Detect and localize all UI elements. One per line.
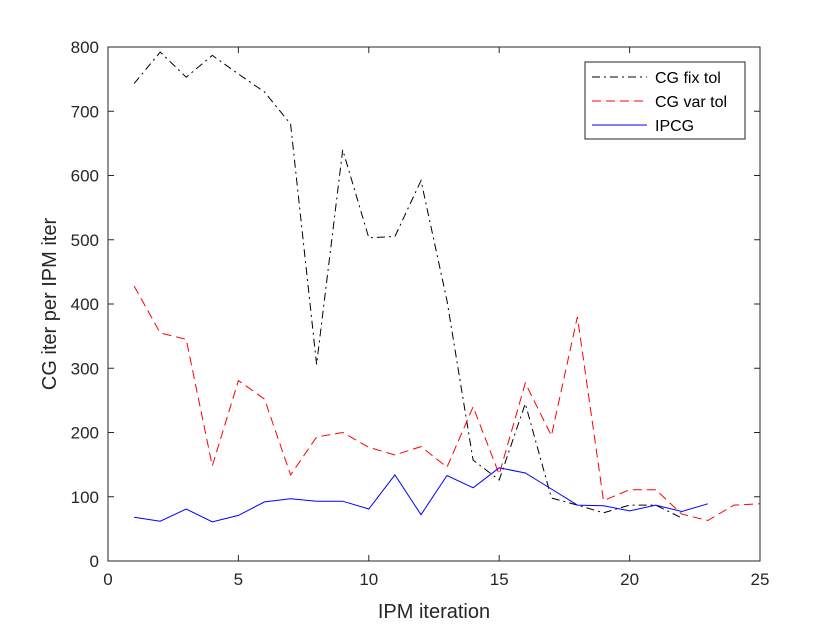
y-tick-label: 200 xyxy=(71,424,99,443)
legend-label: CG fix tol xyxy=(655,70,721,87)
y-tick-label: 300 xyxy=(71,359,99,378)
legend: CG fix tol CG var tol IPCG xyxy=(584,61,746,140)
y-tick-label: 100 xyxy=(71,488,99,507)
x-tick-label: 25 xyxy=(751,570,770,589)
y-tick-label: 800 xyxy=(71,38,99,57)
y-tick-label: 0 xyxy=(90,552,99,571)
series-line-ipcg xyxy=(134,467,708,523)
legend-label: CG var tol xyxy=(655,94,727,111)
y-axis-title: CG iter per IPM iter xyxy=(39,218,61,391)
y-tick-label: 700 xyxy=(71,102,99,121)
series-line-cg-fix-tol xyxy=(133,51,683,519)
x-tick-label: 15 xyxy=(490,570,509,589)
series-layer xyxy=(133,51,761,523)
x-axis-title: IPM iteration xyxy=(378,601,490,623)
x-tick-label: 0 xyxy=(103,570,112,589)
x-tick-label: 5 xyxy=(234,570,243,589)
x-tick-label: 20 xyxy=(620,570,639,589)
x-axis-ticks: 0 5 10 15 20 25 xyxy=(103,47,769,589)
legend-label: IPCG xyxy=(655,118,694,135)
series-line-cg-var-tol xyxy=(133,285,761,522)
y-tick-label: 600 xyxy=(71,167,99,186)
legend-items: CG fix tol CG var tol IPCG xyxy=(592,70,727,135)
y-axis-ticks: 0 100 200 300 400 500 600 700 800 xyxy=(71,38,760,571)
x-tick-label: 10 xyxy=(359,570,378,589)
y-tick-label: 500 xyxy=(71,231,99,250)
y-tick-label: 400 xyxy=(71,295,99,314)
